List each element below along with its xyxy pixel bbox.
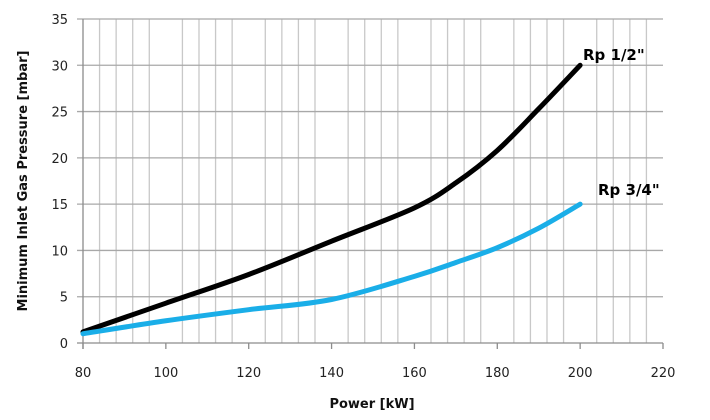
- series-label: Rp 3/4": [598, 181, 660, 199]
- x-tick-label: 160: [402, 366, 427, 381]
- y-tick-label: 10: [51, 244, 68, 259]
- x-tick-label: 200: [568, 366, 593, 381]
- tick-labels: 80 100 120 140 160 180 200 220 0 5 10 15 20 25 30 35: [51, 13, 675, 381]
- x-tick-label: 100: [153, 366, 178, 381]
- data-series: [80, 62, 583, 337]
- y-tick-label: 5: [60, 291, 68, 306]
- series-labels: Rp 1/2" Rp 3/4": [583, 46, 660, 199]
- y-tick-label: 35: [51, 13, 68, 28]
- y-tick-label: 0: [60, 337, 68, 352]
- x-tick-label: 220: [651, 366, 676, 381]
- x-tick-label: 180: [485, 366, 510, 381]
- axes: [77, 19, 664, 349]
- x-axis-title: Power [kW]: [329, 397, 414, 412]
- x-tick-label: 120: [236, 366, 261, 381]
- y-tick-label: 15: [51, 198, 68, 213]
- series-line: [80, 201, 583, 337]
- x-tick-label: 80: [75, 366, 92, 381]
- y-tick-label: 25: [51, 106, 68, 121]
- y-axis-title: Minimum Inlet Gas Pressure [mbar]: [16, 51, 31, 312]
- y-tick-label: 20: [51, 152, 68, 167]
- y-tick-label: 30: [51, 59, 68, 74]
- x-tick-label: 140: [319, 366, 344, 381]
- series-label: Rp 1/2": [583, 46, 645, 64]
- series-line: [80, 62, 583, 335]
